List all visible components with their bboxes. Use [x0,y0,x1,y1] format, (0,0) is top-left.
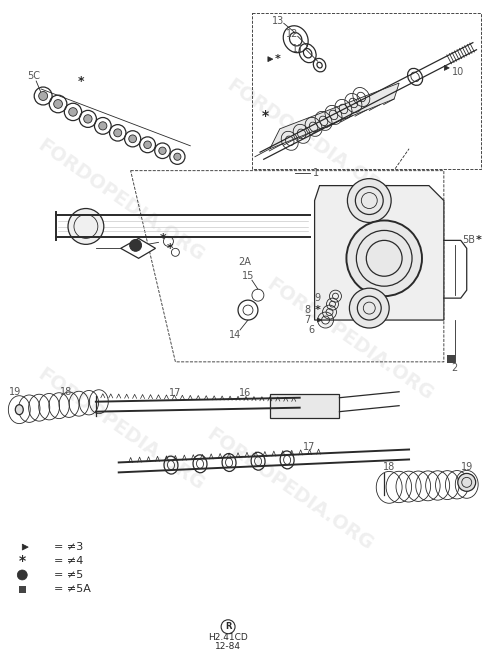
Text: FORDOPEDIA.ORG: FORDOPEDIA.ORG [223,76,397,206]
Circle shape [54,99,62,109]
Circle shape [458,473,476,491]
Polygon shape [445,66,449,70]
Text: *: * [160,232,167,245]
Circle shape [159,147,166,154]
Text: = ≠3: = ≠3 [54,542,83,552]
Circle shape [99,122,107,130]
Circle shape [347,179,391,222]
Text: 2A: 2A [239,258,251,267]
Circle shape [349,288,389,328]
Polygon shape [22,544,28,550]
Text: R: R [225,622,231,632]
Bar [270,394,340,418]
Circle shape [84,115,92,123]
Text: 16: 16 [239,388,251,398]
Text: 1: 1 [312,167,319,177]
Text: 17: 17 [304,442,316,451]
Circle shape [174,153,181,160]
Polygon shape [268,57,273,62]
Text: 18: 18 [60,387,72,397]
Text: *: * [476,236,482,246]
Text: 6: 6 [308,325,315,335]
Polygon shape [315,185,444,320]
Text: 18: 18 [383,463,395,473]
Text: 19: 19 [461,463,473,473]
Text: FORDOPEDIA.ORG: FORDOPEDIA.ORG [34,365,207,495]
Text: = ≠5: = ≠5 [54,570,83,580]
Circle shape [39,91,48,101]
Text: = ≠5A: = ≠5A [54,584,91,594]
Circle shape [144,141,151,148]
Text: FORDOPEDIA.ORG: FORDOPEDIA.ORG [263,275,436,404]
Text: FORDOPEDIA.ORG: FORDOPEDIA.ORG [203,424,377,554]
Polygon shape [270,83,399,149]
Text: 17: 17 [169,388,182,398]
Text: 10: 10 [452,67,465,77]
Text: *: * [19,554,26,568]
Text: *: * [261,109,268,123]
Polygon shape [318,318,322,322]
Circle shape [69,108,77,117]
Text: *: * [275,54,281,64]
Text: 15: 15 [242,271,254,281]
Text: 5B: 5B [462,236,475,246]
Text: *: * [315,305,321,315]
Circle shape [17,570,27,580]
Circle shape [129,135,137,143]
Text: 19: 19 [9,387,21,397]
Circle shape [68,209,104,244]
Text: 9: 9 [315,293,321,303]
Text: 7: 7 [305,315,311,325]
Ellipse shape [15,404,23,414]
Circle shape [114,129,122,137]
Text: FORDOPEDIA.ORG: FORDOPEDIA.ORG [34,136,207,265]
Text: *: * [167,242,174,255]
Text: 8: 8 [305,305,311,315]
Text: 13: 13 [272,17,284,26]
Circle shape [130,240,142,252]
Text: 2: 2 [452,363,458,373]
Text: 14: 14 [229,330,241,340]
Text: 11: 11 [291,44,304,54]
Polygon shape [121,238,156,258]
Text: = ≠4: = ≠4 [54,556,83,566]
Text: 12: 12 [285,29,298,39]
Bar [447,355,455,363]
Bar [20,586,26,593]
Text: H2.41CD: H2.41CD [208,634,248,642]
Text: 5C: 5C [27,71,40,81]
Text: *: * [78,75,84,87]
Text: 12-84: 12-84 [215,642,241,651]
Circle shape [346,220,422,296]
